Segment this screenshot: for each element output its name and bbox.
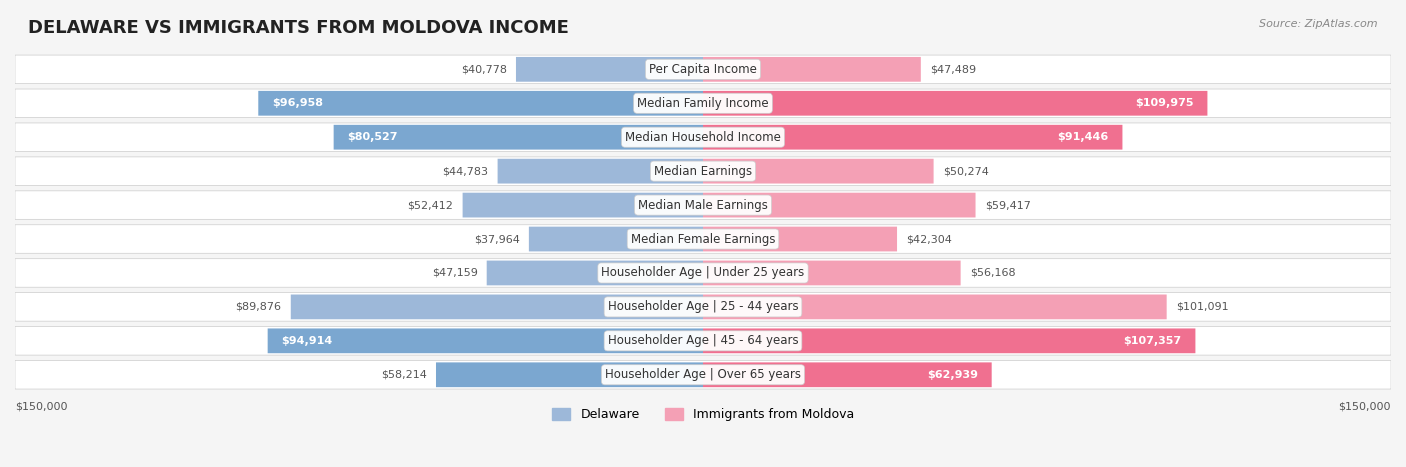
FancyBboxPatch shape xyxy=(259,91,703,116)
Text: $52,412: $52,412 xyxy=(408,200,453,210)
Text: $91,446: $91,446 xyxy=(1057,132,1109,142)
FancyBboxPatch shape xyxy=(291,295,703,319)
FancyBboxPatch shape xyxy=(498,159,703,184)
FancyBboxPatch shape xyxy=(15,225,1391,253)
Text: Householder Age | Over 65 years: Householder Age | Over 65 years xyxy=(605,368,801,381)
FancyBboxPatch shape xyxy=(703,362,991,387)
Text: $50,274: $50,274 xyxy=(943,166,988,176)
FancyBboxPatch shape xyxy=(703,159,934,184)
Text: Median Family Income: Median Family Income xyxy=(637,97,769,110)
Text: Householder Age | 25 - 44 years: Householder Age | 25 - 44 years xyxy=(607,300,799,313)
Text: $109,975: $109,975 xyxy=(1135,98,1194,108)
Text: $80,527: $80,527 xyxy=(347,132,398,142)
FancyBboxPatch shape xyxy=(529,226,703,251)
FancyBboxPatch shape xyxy=(15,55,1391,84)
FancyBboxPatch shape xyxy=(516,57,703,82)
FancyBboxPatch shape xyxy=(15,361,1391,389)
FancyBboxPatch shape xyxy=(15,89,1391,118)
FancyBboxPatch shape xyxy=(703,91,1208,116)
Text: Householder Age | Under 25 years: Householder Age | Under 25 years xyxy=(602,267,804,279)
FancyBboxPatch shape xyxy=(703,261,960,285)
FancyBboxPatch shape xyxy=(703,295,1167,319)
Text: $42,304: $42,304 xyxy=(907,234,952,244)
Text: $107,357: $107,357 xyxy=(1123,336,1181,346)
FancyBboxPatch shape xyxy=(15,326,1391,355)
Text: $58,214: $58,214 xyxy=(381,370,427,380)
FancyBboxPatch shape xyxy=(703,226,897,251)
Text: Median Female Earnings: Median Female Earnings xyxy=(631,233,775,246)
FancyBboxPatch shape xyxy=(15,191,1391,219)
FancyBboxPatch shape xyxy=(703,57,921,82)
Text: $89,876: $89,876 xyxy=(236,302,281,312)
Text: $47,159: $47,159 xyxy=(432,268,478,278)
Text: $62,939: $62,939 xyxy=(927,370,979,380)
Legend: Delaware, Immigrants from Moldova: Delaware, Immigrants from Moldova xyxy=(547,403,859,426)
Text: DELAWARE VS IMMIGRANTS FROM MOLDOVA INCOME: DELAWARE VS IMMIGRANTS FROM MOLDOVA INCO… xyxy=(28,19,569,37)
FancyBboxPatch shape xyxy=(486,261,703,285)
FancyBboxPatch shape xyxy=(703,328,1195,353)
FancyBboxPatch shape xyxy=(703,193,976,218)
FancyBboxPatch shape xyxy=(333,125,703,149)
Text: Median Household Income: Median Household Income xyxy=(626,131,780,144)
FancyBboxPatch shape xyxy=(436,362,703,387)
Text: Per Capita Income: Per Capita Income xyxy=(650,63,756,76)
FancyBboxPatch shape xyxy=(15,157,1391,185)
Text: $59,417: $59,417 xyxy=(984,200,1031,210)
Text: $96,958: $96,958 xyxy=(271,98,323,108)
FancyBboxPatch shape xyxy=(15,259,1391,287)
Text: Householder Age | 45 - 64 years: Householder Age | 45 - 64 years xyxy=(607,334,799,347)
FancyBboxPatch shape xyxy=(463,193,703,218)
Text: Source: ZipAtlas.com: Source: ZipAtlas.com xyxy=(1260,19,1378,28)
Text: Median Male Earnings: Median Male Earnings xyxy=(638,198,768,212)
Text: $150,000: $150,000 xyxy=(1339,402,1391,412)
Text: $150,000: $150,000 xyxy=(15,402,67,412)
FancyBboxPatch shape xyxy=(703,125,1122,149)
Text: Median Earnings: Median Earnings xyxy=(654,165,752,177)
FancyBboxPatch shape xyxy=(15,293,1391,321)
FancyBboxPatch shape xyxy=(267,328,703,353)
FancyBboxPatch shape xyxy=(15,123,1391,151)
Text: $56,168: $56,168 xyxy=(970,268,1015,278)
Text: $47,489: $47,489 xyxy=(929,64,976,74)
Text: $101,091: $101,091 xyxy=(1175,302,1229,312)
Text: $37,964: $37,964 xyxy=(474,234,520,244)
Text: $44,783: $44,783 xyxy=(443,166,488,176)
Text: $94,914: $94,914 xyxy=(281,336,333,346)
Text: $40,778: $40,778 xyxy=(461,64,506,74)
